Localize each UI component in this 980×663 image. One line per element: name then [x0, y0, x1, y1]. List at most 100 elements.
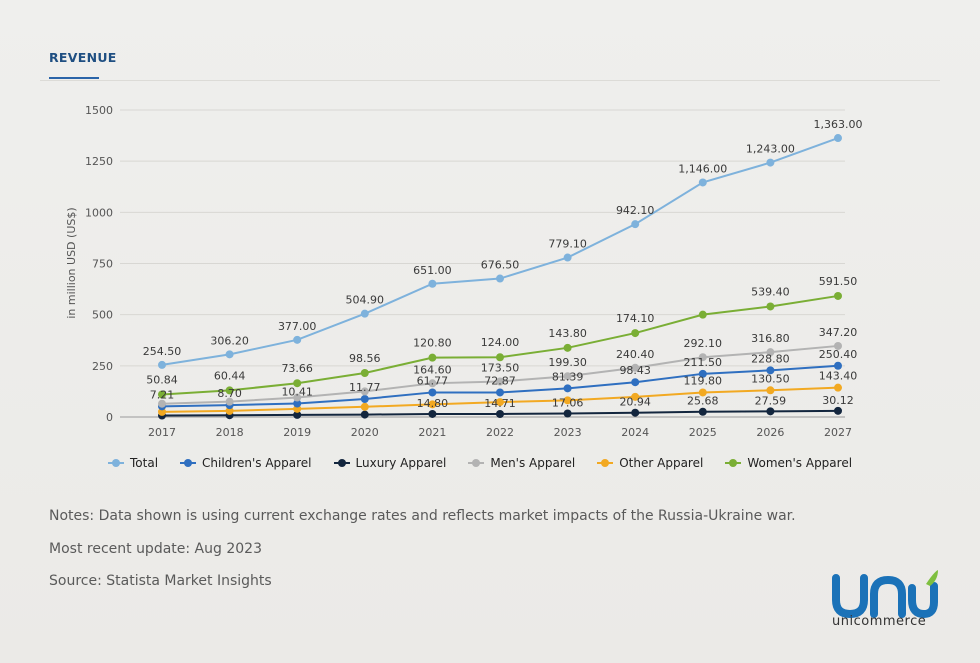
data-point — [766, 302, 775, 311]
data-point — [698, 353, 707, 362]
data-point — [360, 368, 369, 377]
data-label: 17.06 — [552, 397, 584, 410]
data-label: 292.10 — [684, 337, 723, 350]
data-point — [428, 400, 437, 409]
data-point — [698, 407, 707, 416]
data-point — [360, 402, 369, 411]
data-label: 211.50 — [684, 356, 723, 369]
data-labels-layer: 254.50 306.20 377.00 504.90 651.00 676.50 779.… — [143, 118, 863, 410]
data-label: 98.43 — [619, 364, 651, 377]
data-point — [631, 329, 640, 338]
legend-item[interactable]: Total — [108, 456, 158, 470]
data-label: 72.87 — [484, 374, 516, 387]
data-label: 779.10 — [548, 238, 587, 251]
legend-item[interactable]: Luxury Apparel — [333, 456, 447, 470]
x-axis-ticks: 2017 2018 2019 2020 2021 2022 2023 2024 2025 2026… — [148, 426, 852, 439]
data-label: 20.94 — [619, 396, 651, 409]
legend-item[interactable]: Children's Apparel — [180, 456, 312, 470]
legend-label: Children's Apparel — [202, 456, 312, 470]
data-label: 306.20 — [210, 334, 249, 347]
data-label: 164.60 — [413, 363, 452, 376]
data-label: 98.56 — [349, 352, 381, 365]
data-point — [631, 220, 640, 229]
data-point — [631, 378, 640, 387]
y-axis-label: in million USD (US$) — [65, 207, 78, 318]
data-point — [158, 407, 166, 416]
data-point — [563, 384, 572, 393]
legend-label: Women's Apparel — [747, 456, 853, 470]
data-label: 676.50 — [481, 259, 520, 272]
data-label: 254.50 — [143, 345, 182, 358]
data-point — [360, 410, 369, 419]
data-label: 124.00 — [481, 336, 520, 349]
data-point — [225, 406, 234, 415]
data-point — [834, 291, 842, 300]
x-tick-label: 2022 — [486, 426, 514, 439]
y-tick-label: 750 — [92, 258, 113, 271]
data-point — [766, 348, 775, 357]
data-point — [496, 398, 504, 407]
data-point — [766, 407, 775, 416]
unicommerce-logo-icon — [832, 570, 938, 619]
data-point — [563, 343, 572, 352]
data-label: 60.44 — [214, 369, 246, 382]
data-label: 942.10 — [616, 204, 655, 217]
data-label: 539.40 — [751, 285, 790, 298]
data-label: 61.77 — [417, 374, 449, 387]
data-point — [293, 410, 302, 419]
data-label: 81.39 — [552, 370, 584, 383]
data-point — [563, 372, 572, 381]
data-point — [428, 279, 437, 288]
data-point — [225, 397, 234, 406]
y-tick-label: 500 — [92, 309, 113, 322]
data-point — [834, 406, 842, 415]
data-label: 8.70 — [217, 387, 242, 400]
y-tick-label: 250 — [92, 360, 113, 373]
data-point — [631, 392, 640, 401]
data-label: 651.00 — [413, 264, 452, 277]
data-point — [158, 390, 166, 399]
title-divider — [40, 80, 940, 81]
data-label: 174.10 — [616, 312, 655, 325]
data-label: 173.50 — [481, 361, 520, 374]
data-point — [293, 399, 302, 408]
data-label: 1,146.00 — [678, 162, 727, 175]
data-point — [360, 394, 369, 403]
legend-label: Other Apparel — [619, 456, 704, 470]
data-point — [563, 253, 572, 262]
y-tick-label: 0 — [106, 411, 113, 424]
x-tick-label: 2021 — [418, 426, 446, 439]
data-label: 504.90 — [346, 294, 385, 307]
data-point — [563, 409, 572, 418]
data-point — [698, 388, 707, 397]
data-label: 347.20 — [819, 326, 858, 339]
data-point — [563, 396, 572, 405]
data-point — [834, 134, 842, 143]
legend-item[interactable]: Men's Apparel — [468, 456, 575, 470]
data-point — [225, 386, 234, 395]
legend-item[interactable]: Women's Apparel — [725, 456, 852, 470]
data-point — [496, 388, 504, 397]
series-layer — [158, 134, 842, 420]
data-label: 14.80 — [417, 397, 449, 410]
source-text: Source: Statista Market Insights — [49, 573, 272, 589]
legend-label: Luxury Apparel — [355, 456, 447, 470]
data-label: 7.21 — [150, 388, 175, 401]
data-point — [698, 178, 707, 187]
data-point — [698, 369, 707, 378]
data-label: 250.40 — [819, 348, 858, 361]
data-label: 30.12 — [822, 394, 854, 407]
update-text: Most recent update: Aug 2023 — [49, 541, 262, 557]
data-point — [158, 360, 166, 369]
data-label: 27.59 — [755, 394, 787, 407]
x-tick-label: 2025 — [689, 426, 717, 439]
data-point — [496, 409, 504, 418]
data-point — [225, 350, 234, 359]
legend-item[interactable]: Other Apparel — [597, 456, 703, 470]
notes-text: Notes: Data shown is using current excha… — [49, 508, 796, 524]
brand-name: unicommerce — [832, 614, 927, 629]
data-point — [428, 409, 437, 418]
data-point — [293, 379, 302, 388]
title-underline — [49, 77, 99, 79]
x-tick-label: 2027 — [824, 426, 852, 439]
